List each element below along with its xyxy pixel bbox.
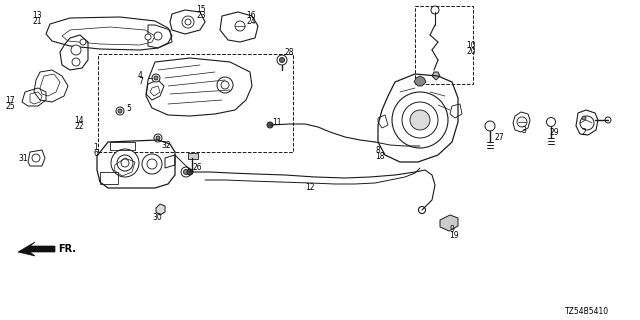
Text: 32: 32	[161, 140, 171, 149]
Text: 21: 21	[32, 17, 42, 26]
Circle shape	[187, 169, 193, 175]
Circle shape	[582, 116, 586, 120]
Bar	[415, 6, 473, 84]
Text: 7: 7	[138, 76, 143, 85]
Text: 1: 1	[93, 142, 98, 151]
Circle shape	[32, 154, 40, 162]
Polygon shape	[18, 242, 55, 256]
Circle shape	[185, 19, 191, 25]
Bar	[98, 54, 293, 152]
Circle shape	[154, 32, 162, 40]
Circle shape	[156, 136, 160, 140]
Circle shape	[184, 170, 189, 174]
Circle shape	[217, 77, 233, 93]
Text: 30: 30	[152, 213, 162, 222]
Circle shape	[152, 74, 160, 82]
Circle shape	[280, 58, 285, 62]
Circle shape	[547, 117, 556, 126]
Polygon shape	[440, 215, 458, 231]
Bar	[188, 153, 198, 159]
Text: 23: 23	[196, 11, 205, 20]
Text: 31: 31	[18, 154, 28, 163]
Text: 5: 5	[126, 103, 131, 113]
Text: 4: 4	[138, 70, 143, 79]
Text: 15: 15	[196, 4, 205, 13]
Circle shape	[117, 155, 133, 171]
Text: 26: 26	[192, 163, 202, 172]
Circle shape	[154, 76, 158, 80]
Text: 6: 6	[93, 148, 98, 157]
Circle shape	[235, 21, 245, 31]
Circle shape	[221, 81, 229, 89]
Text: 16: 16	[246, 11, 255, 20]
Text: 18: 18	[375, 151, 385, 161]
Polygon shape	[414, 76, 426, 86]
Circle shape	[419, 206, 426, 213]
Circle shape	[154, 134, 162, 142]
Circle shape	[181, 167, 191, 177]
Text: 9: 9	[449, 226, 454, 235]
Circle shape	[111, 149, 139, 177]
Text: 29: 29	[549, 127, 559, 137]
Text: 17: 17	[5, 95, 15, 105]
Circle shape	[142, 154, 162, 174]
Text: 19: 19	[449, 231, 459, 241]
Circle shape	[517, 117, 527, 127]
Text: 10: 10	[466, 41, 476, 50]
Text: 13: 13	[32, 11, 42, 20]
Text: 28: 28	[284, 47, 294, 57]
Text: 22: 22	[74, 122, 83, 131]
Text: 25: 25	[5, 101, 15, 110]
Text: 2: 2	[582, 127, 587, 137]
Circle shape	[392, 92, 448, 148]
Polygon shape	[432, 72, 440, 80]
Text: 20: 20	[466, 46, 476, 55]
Text: 11: 11	[272, 117, 282, 126]
Circle shape	[71, 45, 81, 55]
Text: 8: 8	[375, 146, 380, 155]
Circle shape	[116, 107, 124, 115]
Text: FR.: FR.	[58, 244, 76, 254]
Text: 12: 12	[305, 182, 314, 191]
Circle shape	[267, 122, 273, 128]
Circle shape	[431, 6, 439, 14]
Circle shape	[72, 58, 80, 66]
Circle shape	[80, 39, 86, 45]
Polygon shape	[156, 204, 165, 215]
Circle shape	[410, 110, 430, 130]
Circle shape	[277, 55, 287, 65]
Circle shape	[580, 116, 594, 130]
Bar	[100, 172, 118, 184]
Text: 3: 3	[521, 125, 526, 134]
Circle shape	[145, 34, 151, 40]
Circle shape	[147, 159, 157, 169]
Bar	[110, 142, 135, 150]
Circle shape	[121, 159, 129, 167]
Circle shape	[182, 16, 194, 28]
Circle shape	[605, 117, 611, 123]
Circle shape	[118, 109, 122, 113]
Text: TZ54B5410: TZ54B5410	[565, 308, 609, 316]
Text: 24: 24	[246, 17, 255, 26]
Text: 14: 14	[74, 116, 84, 124]
Circle shape	[402, 102, 438, 138]
Text: 27: 27	[494, 132, 504, 141]
Circle shape	[485, 121, 495, 131]
